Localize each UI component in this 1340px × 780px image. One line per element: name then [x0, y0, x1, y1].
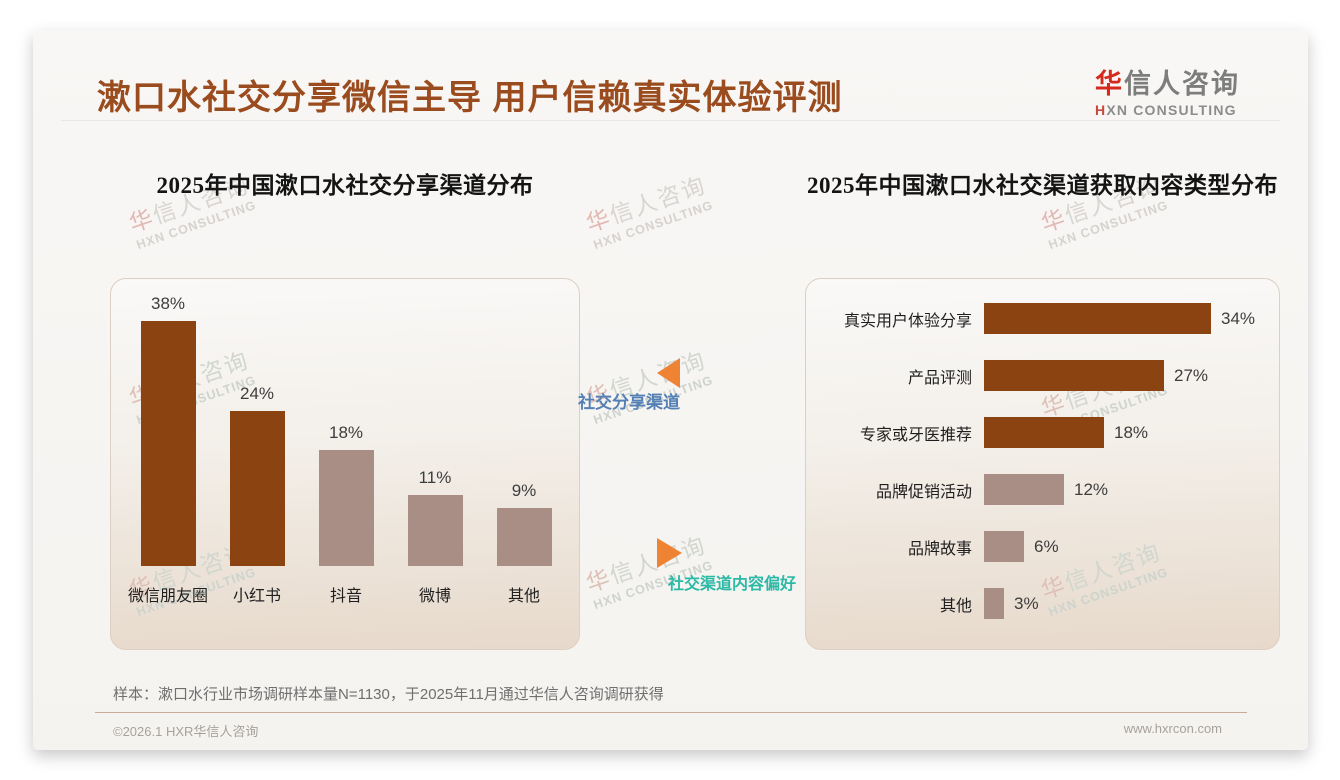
sample-note: 样本：漱口水行业市场调研样本量N=1130，于2025年11月通过华信人咨询调研… [113, 686, 664, 703]
hbar [984, 303, 1211, 334]
logo-en-rest: XN CONSULTING [1106, 102, 1237, 118]
slide-card: 华信人咨询 HXN CONSULTING 华信人咨询 HXN CONSULTING 华信… [33, 30, 1308, 750]
bar-group: 18% 抖音 [307, 423, 385, 605]
logo-en-first-char: H [1095, 102, 1107, 118]
bar [318, 450, 374, 566]
hbar-value-label: 6% [1034, 536, 1059, 556]
hbar-row: 其他 3% [822, 588, 1269, 619]
hbar-label: 品牌故事 [907, 540, 972, 558]
bar [496, 508, 552, 566]
watermark-en: HXN CONSULTING [591, 198, 715, 253]
watermark-zh: 华信人咨询 [582, 171, 710, 237]
watermark-zh-first: 华 [1037, 204, 1070, 237]
hbar-row: 专家或牙医推荐 18% [822, 417, 1269, 448]
hbar-label: 真实用户体验分享 [843, 312, 972, 330]
hbar [984, 531, 1024, 562]
hbar-row: 品牌促销活动 12% [822, 474, 1269, 505]
right-chart-panel: 真实用户体验分享 34% 产品评测 27% 专家或牙医推荐 18% 品牌促销活动 12% 品牌故… [805, 278, 1280, 650]
hbar-label: 品牌促销活动 [875, 483, 972, 501]
arrow-right-icon [657, 538, 682, 568]
bar [407, 495, 463, 566]
hbar-row: 真实用户体验分享 34% [822, 303, 1269, 334]
left-chart-panel: 38% 微信朋友圈 24% 小红书 18% 抖音 11% 微博 9% 其他 [110, 278, 580, 650]
watermark-zh-first: 华 [582, 204, 615, 237]
hbar-value-label: 27% [1174, 365, 1209, 385]
bar [229, 411, 285, 566]
hbar-value-label: 12% [1074, 479, 1109, 499]
hbar-value-label: 18% [1114, 422, 1149, 442]
arrow-left-icon [657, 358, 680, 388]
bar-group: 11% 微博 [396, 468, 474, 605]
hbar [984, 588, 1004, 619]
watermark-en: HXN CONSULTING [1046, 198, 1170, 253]
bar [140, 321, 196, 566]
footer-divider [95, 712, 1247, 713]
company-logo: 华信人咨询 HXN CONSULTING [1095, 62, 1240, 118]
watermark-zh-first: 华 [125, 204, 158, 237]
bar-category-label: 小红书 [232, 588, 281, 605]
footer-copyright: ©2026.1 HXR华信人咨询 [113, 724, 259, 739]
watermark-en: HXN CONSULTING [134, 198, 258, 253]
hbar [984, 474, 1064, 505]
page-title: 漱口水社交分享微信主导 用户信赖真实体验评测 [97, 79, 843, 117]
hbar-value-label: 3% [1014, 593, 1039, 613]
logo-en-text: HXN CONSULTING [1095, 102, 1240, 118]
bar-value-label: 18% [328, 423, 364, 442]
right-chart-title: 2025年中国漱口水社交渠道获取内容类型分布 [807, 173, 1278, 198]
hbar-row: 品牌故事 6% [822, 531, 1269, 562]
header-divider [61, 120, 1280, 121]
annotation-content-preference: 社交渠道内容偏好 [668, 576, 797, 593]
logo-zh-text: 华信人咨询 [1095, 62, 1240, 101]
hbar-value-label: 34% [1221, 308, 1256, 328]
bar-value-label: 38% [150, 294, 186, 313]
vertical-bar-chart: 38% 微信朋友圈 24% 小红书 18% 抖音 11% 微博 9% 其他 [128, 294, 563, 605]
hbar-row: 产品评测 27% [822, 360, 1269, 391]
left-chart-title: 2025年中国漱口水社交分享渠道分布 [156, 173, 534, 198]
bar-value-label: 24% [239, 384, 275, 403]
hbar-label: 专家或牙医推荐 [859, 426, 972, 444]
hbar [984, 360, 1164, 391]
hbar-label: 其他 [939, 597, 972, 615]
hbar [984, 417, 1104, 448]
bar-value-label: 11% [418, 468, 452, 487]
watermark-zh-first: 华 [582, 564, 615, 597]
hbar-label: 产品评测 [907, 369, 972, 387]
logo-zh-rest: 信人咨询 [1124, 69, 1240, 99]
bar-category-label: 微信朋友圈 [128, 588, 209, 605]
footer-website: www.hxrcon.com [1123, 721, 1222, 736]
bar-group: 9% 其他 [485, 481, 563, 605]
annotation-share-channels: 社交分享渠道 [578, 393, 680, 412]
bar-category-label: 抖音 [329, 588, 362, 605]
bar-category-label: 微博 [418, 588, 451, 605]
logo-zh-first-char: 华 [1095, 69, 1124, 99]
horizontal-bar-chart: 真实用户体验分享 34% 产品评测 27% 专家或牙医推荐 18% 品牌促销活动 12% 品牌故… [822, 303, 1269, 645]
bar-group: 38% 微信朋友圈 [128, 294, 209, 605]
bar-category-label: 其他 [507, 588, 540, 605]
bar-value-label: 9% [511, 481, 537, 500]
bar-group: 24% 小红书 [218, 384, 296, 605]
